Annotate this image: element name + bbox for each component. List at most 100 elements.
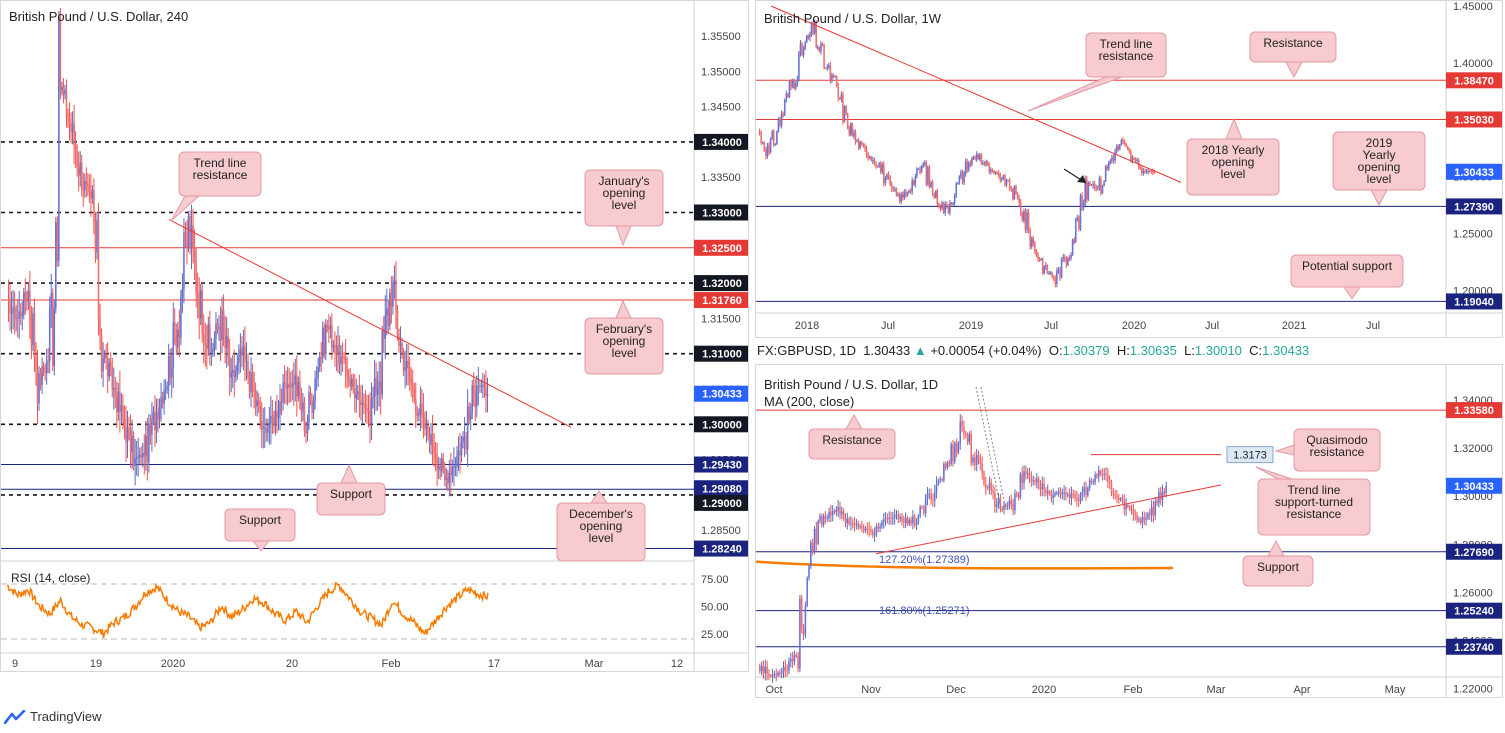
candle-4h-body <box>33 313 36 358</box>
candle-4h-body <box>116 397 118 413</box>
candle-daily-body <box>1041 483 1044 490</box>
candle-daily-body <box>1001 508 1003 510</box>
rsi-scale-label: 25.00 <box>701 629 729 641</box>
candle-weekly-body <box>834 76 836 78</box>
candle-daily-body <box>1161 491 1164 500</box>
candle-daily-body <box>1006 505 1009 507</box>
callout-trend-line-pointer <box>1027 76 1123 112</box>
candle-weekly-body <box>1136 160 1138 162</box>
time-axis-label: Apr <box>1293 684 1310 696</box>
candle-4h-body <box>183 232 185 290</box>
candle-daily-body <box>861 526 863 528</box>
candle-4h-body <box>414 398 417 413</box>
chart-panel-4h[interactable]: British Pound / U.S. Dollar, 240 1.35500… <box>0 0 749 672</box>
candle-4h-body <box>343 357 345 359</box>
candle-weekly-body <box>917 168 920 170</box>
candle-daily-body <box>1057 491 1060 493</box>
candle-4h-body <box>440 458 443 472</box>
callout-2019-open-text: Yearly <box>1363 148 1396 162</box>
price-tag <box>1446 477 1502 494</box>
rsi-title: RSI (14, close) <box>11 571 90 585</box>
candle-weekly-body <box>931 182 934 194</box>
chart-canvas-weekly[interactable]: 1.450001.400001.350001.300001.250001.200… <box>756 1 1503 338</box>
candle-weekly-body <box>1084 178 1087 203</box>
candle-4h-body <box>218 327 220 330</box>
candle-daily-body <box>784 666 787 671</box>
candle-daily-body <box>1050 494 1053 499</box>
candle-weekly-body <box>897 194 899 196</box>
callout-january-open-text: opening <box>603 186 646 200</box>
price-tag-label: 1.27690 <box>1454 547 1494 559</box>
candle-4h-body <box>152 412 155 419</box>
candle-4h-body <box>154 412 156 430</box>
candle-4h-body <box>38 373 40 404</box>
candle-4h-body <box>376 386 379 396</box>
candle-daily-body <box>1088 480 1091 488</box>
candle-weekly-body <box>911 180 913 192</box>
candle-4h-body <box>340 356 342 364</box>
candle-4h-body <box>71 123 74 133</box>
candle-4h-body <box>248 376 251 393</box>
chart-canvas-daily[interactable]: 1.340001.320001.300001.280001.260001.240… <box>756 365 1503 698</box>
price-tag <box>694 385 748 402</box>
callout-2019-open-text: level <box>1367 172 1392 186</box>
chart-panel-weekly[interactable]: British Pound / U.S. Dollar, 1W 1.45000 1… <box>755 0 1503 338</box>
candle-weekly-body <box>972 157 975 159</box>
price-tag-label: 1.28240 <box>702 544 742 556</box>
candle-4h-body <box>99 318 101 336</box>
candle-daily-body <box>959 421 962 443</box>
chart-panel-daily[interactable]: British Pound / U.S. Dollar, 1D MA (200,… <box>755 364 1503 698</box>
candle-4h-body <box>311 399 313 414</box>
candle-4h-body <box>207 323 210 349</box>
candle-4h-body <box>451 466 454 476</box>
candle-weekly-body <box>928 167 931 187</box>
candle-weekly-body <box>763 142 766 151</box>
candle-4h-body <box>402 353 405 371</box>
candle-weekly-body <box>831 75 833 81</box>
candle-daily-body <box>928 493 931 495</box>
candle-weekly-body <box>1071 239 1074 256</box>
candle-4h-body <box>392 284 394 307</box>
candle-daily-body <box>844 517 847 524</box>
candle-4h-body <box>97 219 100 319</box>
candle-daily-body <box>952 444 954 462</box>
candle-weekly-body <box>810 23 813 35</box>
candle-weekly-body <box>1057 269 1060 271</box>
candle-daily-body <box>1112 493 1115 495</box>
candle-4h-body <box>472 385 475 394</box>
candle-4h-body <box>430 433 432 445</box>
candle-daily-body <box>966 435 969 443</box>
candle-daily-body <box>1143 517 1146 520</box>
candle-daily-body <box>817 521 819 544</box>
callout-potential-support-text: Potential support <box>1302 259 1393 273</box>
arrow-head-icon <box>1077 175 1086 183</box>
candle-weekly-body <box>765 150 767 157</box>
candle-weekly-body <box>868 156 871 159</box>
candle-daily-body <box>1101 474 1104 476</box>
candle-daily-body <box>1163 491 1166 494</box>
candle-daily-body <box>1008 500 1011 506</box>
price-tag-label: 1.35030 <box>1454 114 1494 126</box>
candle-4h-body <box>408 368 411 380</box>
candle-weekly-body <box>1085 178 1088 200</box>
candle-weekly-body <box>1150 171 1153 173</box>
candle-4h-body <box>329 325 332 330</box>
candle-daily-body <box>877 526 880 529</box>
price-scale-label: 1.31500 <box>701 313 741 325</box>
candle-4h-body <box>411 384 414 388</box>
candle-4h-body <box>193 247 196 262</box>
callout-december-open-text: December's <box>569 507 633 521</box>
candle-4h-body <box>346 369 348 377</box>
candle-daily-body <box>1103 473 1106 475</box>
candle-daily-body <box>1148 513 1151 515</box>
chart-canvas-4h[interactable]: 1.35500 1.35000 1.34500 1.34000 1.33500 1.330… <box>1 1 749 672</box>
tradingview-branding[interactable]: TradingView <box>4 709 102 724</box>
candle-4h-body <box>80 162 83 190</box>
price-tag <box>1446 402 1502 419</box>
candle-weekly-body <box>889 176 891 185</box>
candle-4h-body <box>10 311 13 314</box>
candle-weekly-body <box>1024 211 1027 230</box>
callout-support-upper-text: Support <box>330 487 373 501</box>
candle-weekly-body <box>1068 257 1071 259</box>
callout-quasimodo-text: Quasimodo <box>1306 433 1368 447</box>
